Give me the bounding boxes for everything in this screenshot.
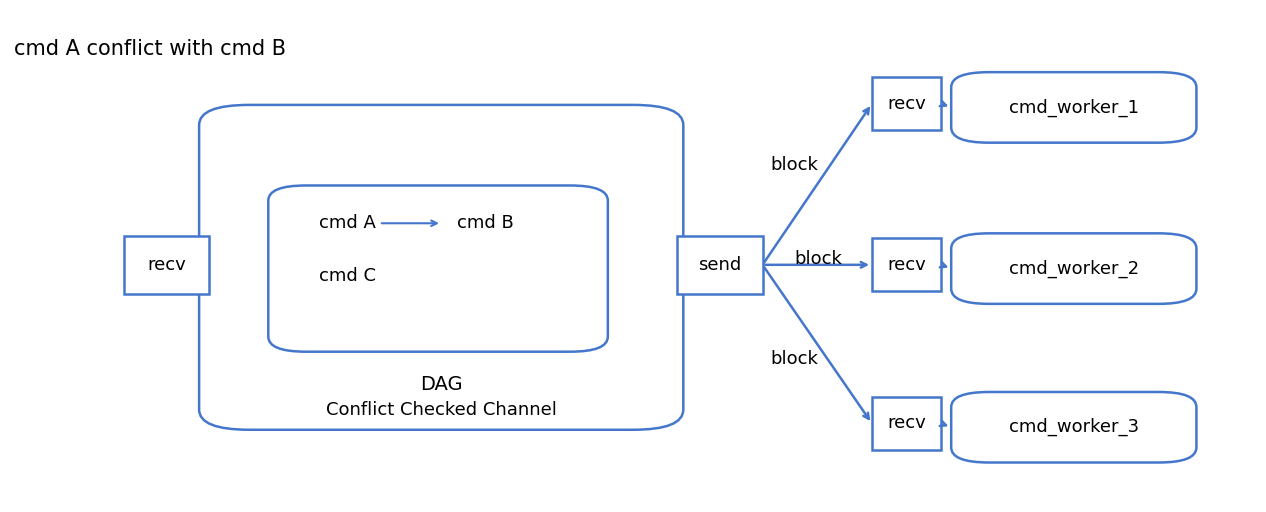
Text: recv: recv: [147, 256, 186, 274]
FancyBboxPatch shape: [124, 236, 209, 294]
FancyBboxPatch shape: [677, 236, 762, 294]
FancyBboxPatch shape: [872, 239, 941, 291]
Text: send: send: [698, 256, 742, 274]
Text: cmd_worker_1: cmd_worker_1: [1009, 98, 1139, 117]
FancyBboxPatch shape: [268, 185, 608, 352]
Text: block: block: [794, 249, 842, 267]
Text: cmd_worker_3: cmd_worker_3: [1009, 418, 1139, 436]
FancyBboxPatch shape: [951, 233, 1196, 304]
Text: cmd_worker_2: cmd_worker_2: [1009, 260, 1139, 278]
FancyBboxPatch shape: [872, 77, 941, 130]
Text: block: block: [770, 350, 818, 368]
Text: block: block: [770, 156, 818, 175]
Text: recv: recv: [887, 95, 925, 113]
Text: recv: recv: [887, 415, 925, 433]
FancyBboxPatch shape: [872, 397, 941, 450]
Text: recv: recv: [887, 256, 925, 274]
Text: DAG: DAG: [420, 375, 463, 394]
FancyBboxPatch shape: [951, 72, 1196, 143]
Text: cmd A conflict with cmd B: cmd A conflict with cmd B: [14, 39, 286, 59]
Text: cmd B: cmd B: [457, 214, 514, 232]
Text: Conflict Checked Channel: Conflict Checked Channel: [327, 400, 557, 419]
FancyBboxPatch shape: [951, 392, 1196, 462]
FancyBboxPatch shape: [199, 105, 684, 430]
Text: cmd A: cmd A: [319, 214, 376, 232]
Text: cmd C: cmd C: [319, 267, 376, 285]
